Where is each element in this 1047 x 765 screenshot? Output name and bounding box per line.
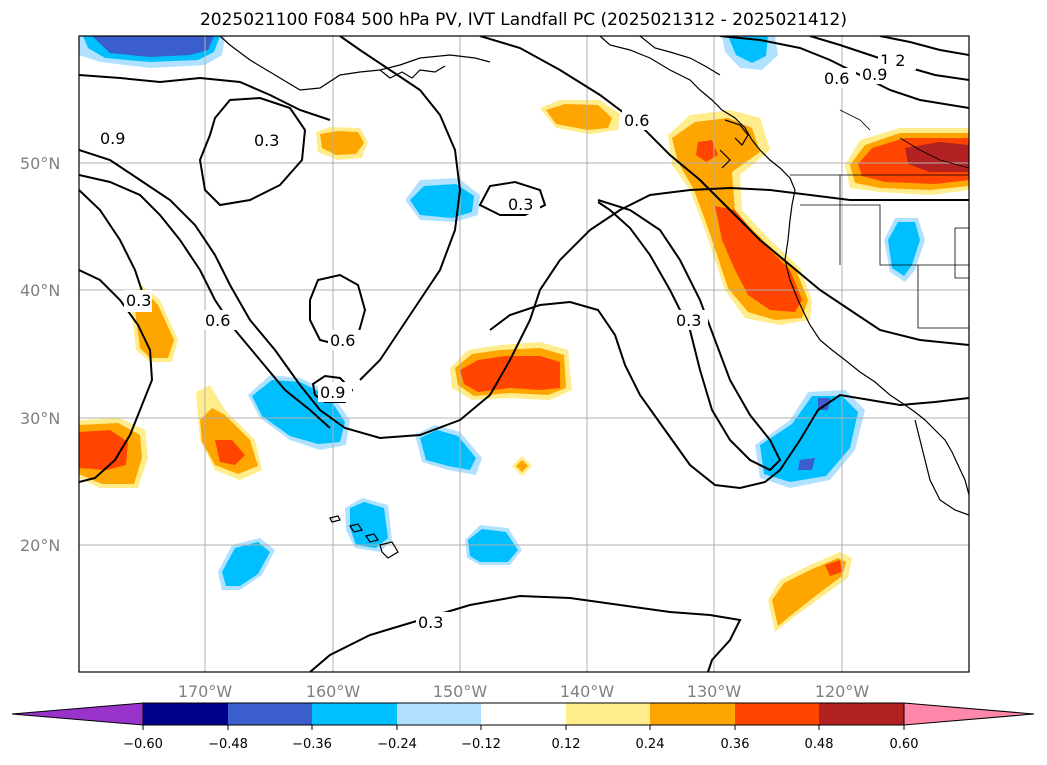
- anomaly-blob-positive: [79, 418, 148, 488]
- contour-label: 0.3: [418, 613, 443, 632]
- contour-label: 0.3: [126, 291, 151, 310]
- contour-label: 0.3: [508, 195, 533, 214]
- lon-label: 160°W: [306, 682, 361, 701]
- lon-label: 170°W: [178, 682, 233, 701]
- contour-label: 0.9: [320, 383, 345, 402]
- contour-label: 0.3: [676, 311, 701, 330]
- contour-label: 0.6: [624, 111, 649, 130]
- contour-label: 0.6: [205, 311, 230, 330]
- colorbar-tick-label: 0.24: [636, 737, 665, 752]
- lon-label: 120°W: [815, 682, 870, 701]
- anomaly-blob-negative: [218, 538, 275, 590]
- hawaii-islands: [329, 515, 399, 559]
- colorbar-segment: [228, 703, 312, 725]
- anomaly-blob-positive: [768, 552, 852, 632]
- anomaly-blob-positive: [196, 385, 262, 480]
- colorbar-segment: [143, 703, 228, 725]
- anomaly-blob-negative: [79, 36, 225, 68]
- colorbar-tick-label: −0.24: [377, 737, 417, 752]
- anomaly-blob-positive: [316, 127, 368, 160]
- contour-label: 0.9: [862, 65, 887, 84]
- political-borders: [790, 109, 969, 329]
- colorbar-tick-label: 0.60: [890, 737, 919, 752]
- anomaly-blob-negative: [884, 218, 925, 282]
- anomaly-blob-negative: [722, 36, 778, 70]
- colorbar: −0.60 −0.48 −0.36 −0.24 −0.12 0.12 0.24 …: [11, 702, 1035, 752]
- lon-label: 140°W: [560, 682, 615, 701]
- anomaly-blob-positive: [540, 100, 620, 134]
- coastlines: [219, 36, 969, 516]
- anomaly-blob-positive: [450, 342, 572, 400]
- lat-label: 20°N: [20, 536, 60, 555]
- colorbar-segment: [312, 703, 397, 725]
- latitude-labels: 50°N 40°N 30°N 20°N: [20, 154, 60, 555]
- anomaly-blob-negative: [415, 425, 482, 475]
- colorbar-tick-label: −0.12: [461, 737, 501, 752]
- lon-label: 130°W: [687, 682, 742, 701]
- map-title: 2025021100 F084 500 hPa PV, IVT Landfall…: [199, 10, 847, 30]
- colorbar-tick-label: 0.36: [721, 737, 750, 752]
- contour-label: 0.6: [330, 331, 355, 350]
- colorbar-tick-label: −0.60: [123, 737, 163, 752]
- anomaly-blob-negative: [345, 498, 392, 552]
- colorbar-segment: [397, 703, 481, 725]
- lat-label: 40°N: [20, 281, 60, 300]
- colorbar-segment: [650, 703, 735, 725]
- anomaly-blob-positive: [845, 128, 969, 195]
- colorbar-segment: [735, 703, 819, 725]
- longitude-labels: 170°W 160°W 150°W 140°W 130°W 120°W: [178, 682, 870, 701]
- contour-label: 0.9: [100, 129, 125, 148]
- contour-label: 0.6: [824, 69, 849, 88]
- colorbar-segment: [819, 703, 904, 725]
- lat-label: 50°N: [20, 154, 60, 173]
- colorbar-extend-right: [903, 702, 1035, 726]
- contour-label: 0.3: [254, 131, 279, 150]
- colorbar-tick-label: 0.12: [552, 737, 581, 752]
- colorbar-tick-label: −0.36: [292, 737, 332, 752]
- lat-label: 30°N: [20, 409, 60, 428]
- colorbar-tick-label: −0.48: [208, 737, 248, 752]
- lon-label: 150°W: [433, 682, 488, 701]
- contour-labels: 1.2 0.9 0.6 0.6 0.9 0.3 0.3 0.3 0.6 0.6 …: [98, 50, 916, 632]
- colorbar-outline: [142, 702, 905, 726]
- map-frame: [78, 35, 970, 673]
- colorbar-segment: [481, 703, 566, 725]
- colorbar-segment: [566, 703, 650, 725]
- colorbar-tick-label: 0.48: [805, 737, 834, 752]
- colorbar-extend-left: [11, 702, 144, 726]
- anomaly-blob-positive: [512, 456, 532, 476]
